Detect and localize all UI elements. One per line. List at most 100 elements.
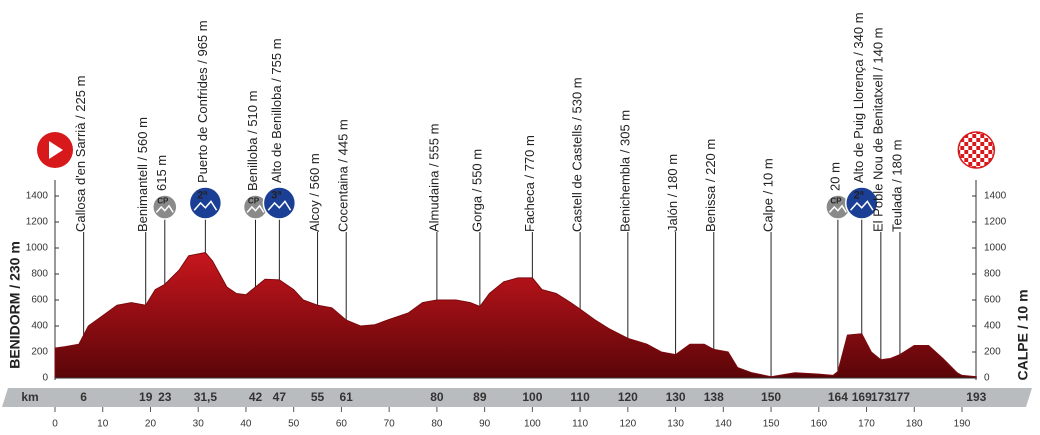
checker — [960, 158, 965, 162]
icon-label: 3ª — [271, 190, 282, 202]
checker — [984, 154, 989, 158]
waypoint-name: Alcoy / 560 m — [307, 153, 322, 232]
checker — [972, 154, 977, 158]
waypoint-name: Calpe / 10 m — [760, 158, 775, 232]
y-tick-label: 1000 — [26, 243, 49, 254]
icon-mountain — [849, 200, 874, 211]
y-tick-label-right: 1000 — [984, 243, 1007, 254]
checker — [968, 154, 973, 158]
checker — [984, 162, 989, 166]
checker — [958, 162, 961, 166]
checker — [988, 158, 993, 162]
x-tick-label: 40 — [240, 419, 252, 430]
waypoint-km: 55 — [311, 390, 325, 404]
waypoint-name: Alto de Puig Llorença / 340 m — [851, 12, 866, 183]
waypoint-km: 19 — [139, 390, 153, 404]
finish-ring — [957, 131, 996, 169]
waypoint-km: 173 — [871, 390, 891, 404]
checker — [992, 162, 995, 166]
waypoint-name: Cocentaina / 445 m — [336, 119, 351, 232]
km-label: km — [21, 390, 38, 404]
checker — [964, 158, 969, 162]
checker — [988, 166, 993, 168]
checker — [968, 146, 973, 150]
x-tick-label: 60 — [336, 419, 348, 430]
y-tick-label: 200 — [31, 347, 48, 358]
icon-label: CP — [157, 197, 169, 206]
checker — [972, 142, 977, 146]
waypoint-km: 169 — [852, 390, 872, 404]
checker — [984, 146, 989, 150]
checker — [976, 146, 981, 150]
start-marker — [37, 132, 73, 168]
checker — [968, 150, 973, 154]
checker — [958, 146, 961, 150]
checker — [980, 158, 985, 162]
waypoint-name: Jalón / 180 m — [665, 154, 680, 232]
x-tick-label: 100 — [524, 419, 541, 430]
icon-label: CP — [248, 197, 260, 206]
x-tick-label: 110 — [572, 419, 588, 430]
x-tick-label: 170 — [858, 419, 875, 430]
y-tick-label-right: 1200 — [984, 217, 1007, 228]
icon-label: 2ª — [197, 190, 208, 202]
waypoint-km: 120 — [618, 390, 638, 404]
waypoint-km: 100 — [522, 390, 542, 404]
checker — [980, 134, 985, 138]
waypoint-km: 193 — [966, 390, 986, 404]
checker — [960, 138, 965, 142]
checker — [972, 138, 977, 142]
category-icon — [845, 186, 879, 220]
checker — [984, 138, 989, 142]
x-tick-label: 190 — [954, 419, 971, 430]
checker — [980, 138, 985, 142]
checker — [964, 150, 969, 154]
icon-mountain — [155, 204, 174, 213]
waypoint-name: Castell de Castells / 530 m — [570, 77, 585, 232]
category-icon — [188, 186, 223, 220]
checker — [976, 138, 981, 142]
y-tick-label-right: 0 — [984, 373, 990, 384]
waypoint-name: Benichembla / 305 m — [617, 110, 632, 232]
checker — [976, 166, 981, 168]
checker — [976, 150, 981, 154]
waypoint-km: 177 — [890, 390, 910, 404]
icon-mountain — [828, 204, 847, 213]
checker — [964, 138, 969, 142]
checker — [960, 150, 965, 154]
category-icon — [262, 186, 297, 220]
x-tick-label: 150 — [763, 419, 780, 430]
checker — [972, 158, 977, 162]
waypoint-km: 150 — [761, 390, 781, 404]
x-tick-label: 180 — [906, 419, 923, 430]
checker — [972, 150, 977, 154]
checker — [984, 142, 989, 146]
icon-mountain — [246, 204, 265, 213]
checker — [964, 142, 969, 146]
y-tick-label-right: 800 — [984, 269, 1001, 280]
checker — [958, 134, 961, 138]
start-label: BENIDORM / 230 m — [7, 241, 23, 369]
checker — [958, 166, 961, 168]
x-tick-label: 70 — [384, 419, 396, 430]
checker — [984, 158, 989, 162]
checker — [976, 132, 981, 134]
x-tick-label: 90 — [479, 419, 491, 430]
checker — [960, 132, 965, 134]
waypoint-name: Benimantell / 560 m — [135, 117, 150, 232]
y-tick-label: 600 — [31, 295, 48, 306]
icon-mountain — [193, 200, 218, 211]
waypoint-name: Gorga / 550 m — [469, 149, 484, 232]
checker — [972, 132, 977, 134]
checker — [972, 146, 977, 150]
waypoint-name: Puerto de Confrides / 965 m — [195, 20, 210, 183]
checker — [988, 132, 993, 134]
checker — [976, 162, 981, 166]
checker — [972, 134, 977, 138]
x-tick-label: 30 — [193, 419, 205, 430]
waypoint-km: 138 — [704, 390, 724, 404]
y-tick-label-right: 200 — [984, 347, 1001, 358]
waypoint-name: Facheca / 770 m — [522, 135, 537, 232]
checker — [960, 142, 965, 146]
x-tick-label: 120 — [619, 419, 636, 430]
